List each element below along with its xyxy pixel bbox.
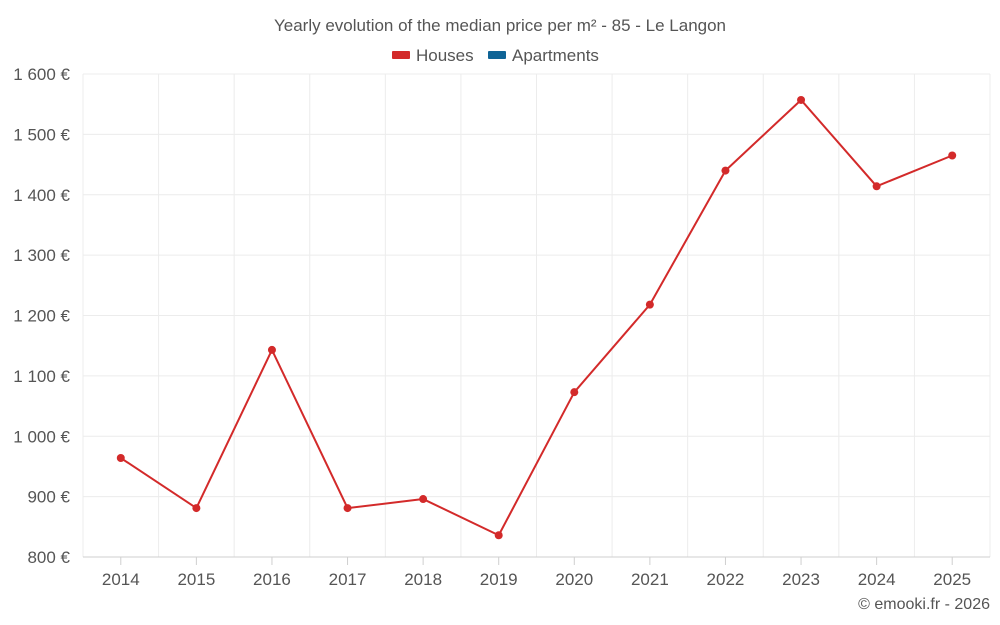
series [116, 95, 957, 540]
credit-text: © emooki.fr - 2026 [858, 596, 990, 613]
data-point-houses-2025[interactable] [948, 151, 957, 160]
y-tick-label: 1 400 € [13, 186, 70, 205]
data-point-houses-2014[interactable] [116, 453, 125, 462]
x-tick-label: 2016 [253, 570, 291, 589]
axes: 800 € 900 € 1 000 € 1 100 € 1 200 € 1 300 € 1 … [13, 65, 990, 589]
data-point-houses-2021[interactable] [645, 300, 654, 309]
y-tick-label: 800 € [27, 548, 70, 567]
y-tick-label: 1 000 € [13, 427, 70, 446]
y-tick-label: 1 300 € [13, 246, 70, 265]
legend-label-apartments: Apartments [512, 46, 599, 65]
grid [82, 73, 991, 558]
y-tick-label: 1 100 € [13, 367, 70, 386]
legend: Houses Apartments [392, 46, 599, 65]
x-tick-label: 2019 [480, 570, 518, 589]
x-tick-label: 2021 [631, 570, 669, 589]
legend-label-houses: Houses [416, 46, 474, 65]
legend-swatch-apartments [488, 51, 506, 59]
legend-swatch-houses [392, 51, 410, 59]
x-tick-label: 2023 [782, 570, 820, 589]
x-tick-label: 2014 [102, 570, 140, 589]
x-tick-label: 2022 [707, 570, 745, 589]
y-tick-label: 900 € [27, 488, 70, 507]
data-point-houses-2023[interactable] [797, 95, 806, 104]
x-tick-label: 2017 [329, 570, 367, 589]
x-tick-label: 2024 [858, 570, 896, 589]
series-line-houses [120, 98, 953, 537]
data-point-houses-2019[interactable] [494, 531, 503, 540]
x-tick-label: 2018 [404, 570, 442, 589]
data-point-houses-2017[interactable] [343, 504, 352, 513]
x-tick-label: 2025 [933, 570, 971, 589]
x-tick-label: 2015 [177, 570, 215, 589]
x-tick-label: 2020 [555, 570, 593, 589]
data-point-houses-2020[interactable] [570, 388, 579, 397]
legend-item-houses[interactable]: Houses [392, 46, 474, 65]
data-point-houses-2015[interactable] [192, 504, 201, 513]
y-tick-label: 1 600 € [13, 65, 70, 84]
data-point-houses-2016[interactable] [267, 345, 276, 354]
data-point-houses-2018[interactable] [419, 495, 428, 504]
data-point-houses-2024[interactable] [872, 182, 881, 191]
y-tick-label: 1 200 € [13, 307, 70, 326]
y-tick-label: 1 500 € [13, 125, 70, 144]
legend-item-apartments[interactable]: Apartments [488, 46, 599, 65]
chart-title: Yearly evolution of the median price per… [274, 16, 726, 35]
data-point-houses-2022[interactable] [721, 166, 730, 175]
